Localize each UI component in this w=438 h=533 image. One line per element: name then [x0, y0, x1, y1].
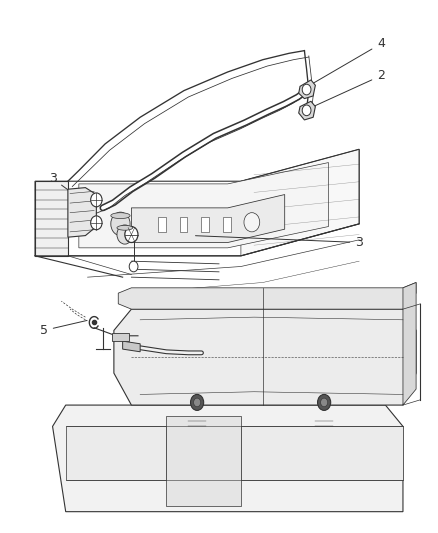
Polygon shape — [66, 426, 166, 480]
Circle shape — [244, 213, 260, 232]
Polygon shape — [123, 341, 140, 352]
Polygon shape — [79, 163, 328, 248]
Polygon shape — [299, 80, 315, 99]
FancyBboxPatch shape — [180, 217, 187, 232]
Circle shape — [111, 212, 130, 236]
Circle shape — [125, 227, 138, 243]
Circle shape — [321, 398, 328, 407]
Polygon shape — [112, 333, 129, 341]
Polygon shape — [68, 188, 96, 237]
Circle shape — [302, 105, 311, 116]
Circle shape — [318, 394, 331, 410]
Circle shape — [194, 398, 201, 407]
FancyBboxPatch shape — [201, 217, 209, 232]
Polygon shape — [118, 282, 416, 309]
Text: 2: 2 — [312, 69, 385, 107]
Circle shape — [302, 84, 311, 95]
Polygon shape — [166, 416, 241, 506]
Polygon shape — [241, 426, 403, 480]
Ellipse shape — [111, 213, 130, 219]
Polygon shape — [114, 309, 416, 405]
Circle shape — [91, 216, 102, 230]
FancyBboxPatch shape — [223, 217, 231, 232]
Circle shape — [91, 193, 102, 207]
Text: 5: 5 — [40, 320, 87, 337]
Circle shape — [191, 394, 204, 410]
Circle shape — [117, 225, 133, 244]
Polygon shape — [53, 405, 403, 512]
Polygon shape — [403, 282, 416, 405]
Polygon shape — [35, 181, 68, 256]
Text: 4: 4 — [312, 37, 385, 84]
Polygon shape — [131, 195, 285, 243]
Text: 3: 3 — [49, 172, 94, 209]
Text: 3: 3 — [195, 236, 363, 249]
Circle shape — [129, 261, 138, 272]
Ellipse shape — [117, 225, 133, 230]
Text: 1: 1 — [213, 298, 328, 339]
Polygon shape — [241, 149, 359, 256]
FancyBboxPatch shape — [158, 217, 166, 232]
Polygon shape — [299, 101, 315, 120]
